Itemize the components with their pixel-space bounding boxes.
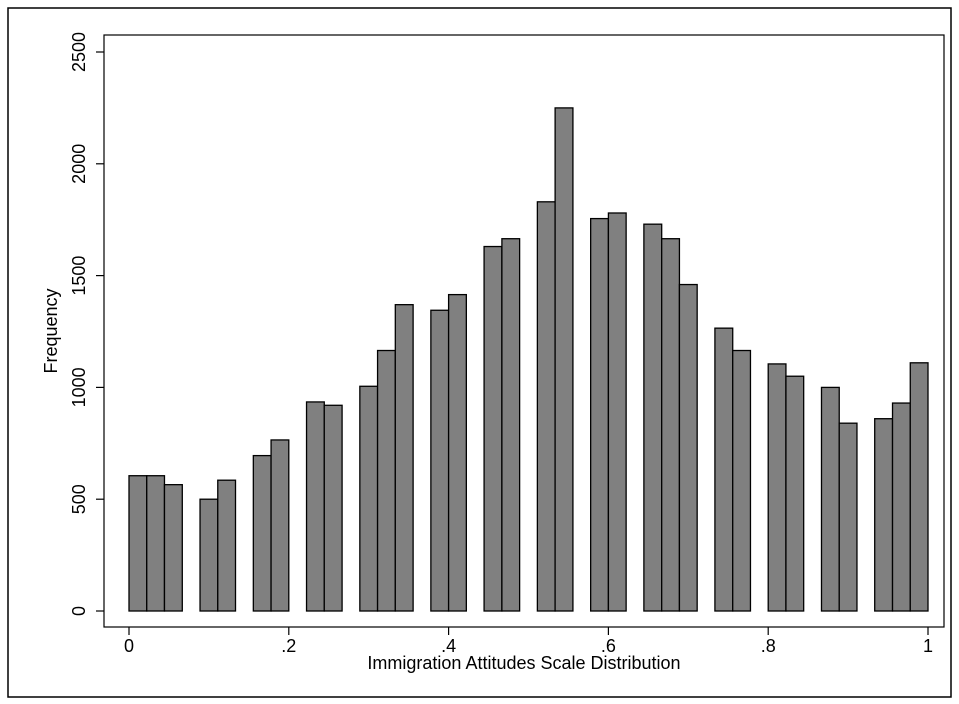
bar (536, 201, 556, 612)
bar (483, 245, 503, 612)
bar (163, 484, 183, 612)
bar (376, 349, 396, 612)
bar (661, 238, 681, 612)
bar (590, 217, 610, 612)
y-tick-label: 500 (69, 484, 89, 514)
bar (146, 475, 166, 612)
y-axis-label: Frequency (41, 288, 61, 373)
bar (820, 386, 840, 612)
bar (305, 401, 325, 612)
frame (7, 7, 952, 698)
x-axis-label: Immigration Attitudes Scale Distribution (367, 653, 680, 673)
bar (270, 439, 290, 612)
bar (678, 283, 698, 612)
bar (607, 212, 627, 612)
x-tick-label: .8 (761, 636, 776, 656)
y-tick-label: 1500 (69, 256, 89, 296)
bar (874, 418, 894, 612)
bar (394, 304, 414, 612)
bar (430, 309, 450, 612)
bar (501, 238, 521, 612)
bar (447, 293, 467, 612)
x-tick-label: .6 (601, 636, 616, 656)
plot-area (103, 34, 945, 628)
bar (732, 349, 752, 612)
bar (252, 454, 272, 612)
y-tick-label: 0 (69, 606, 89, 616)
bar (359, 385, 379, 612)
bar (323, 404, 343, 612)
x-tick-label: 0 (124, 636, 134, 656)
x-tick-label: 1 (923, 636, 933, 656)
x-tick-label: .4 (441, 636, 456, 656)
bar (838, 422, 858, 612)
bar (199, 498, 219, 612)
bar (643, 223, 663, 612)
bar (714, 327, 734, 612)
bar (891, 402, 911, 612)
bar (554, 107, 574, 612)
y-tick-label: 2500 (69, 32, 89, 72)
bar (767, 363, 787, 612)
y-tick-label: 2000 (69, 144, 89, 184)
x-tick-label: .2 (281, 636, 296, 656)
bar (217, 479, 237, 612)
bar (128, 475, 148, 612)
y-tick-label: 1000 (69, 367, 89, 407)
bar (785, 375, 805, 612)
bar (909, 362, 929, 612)
